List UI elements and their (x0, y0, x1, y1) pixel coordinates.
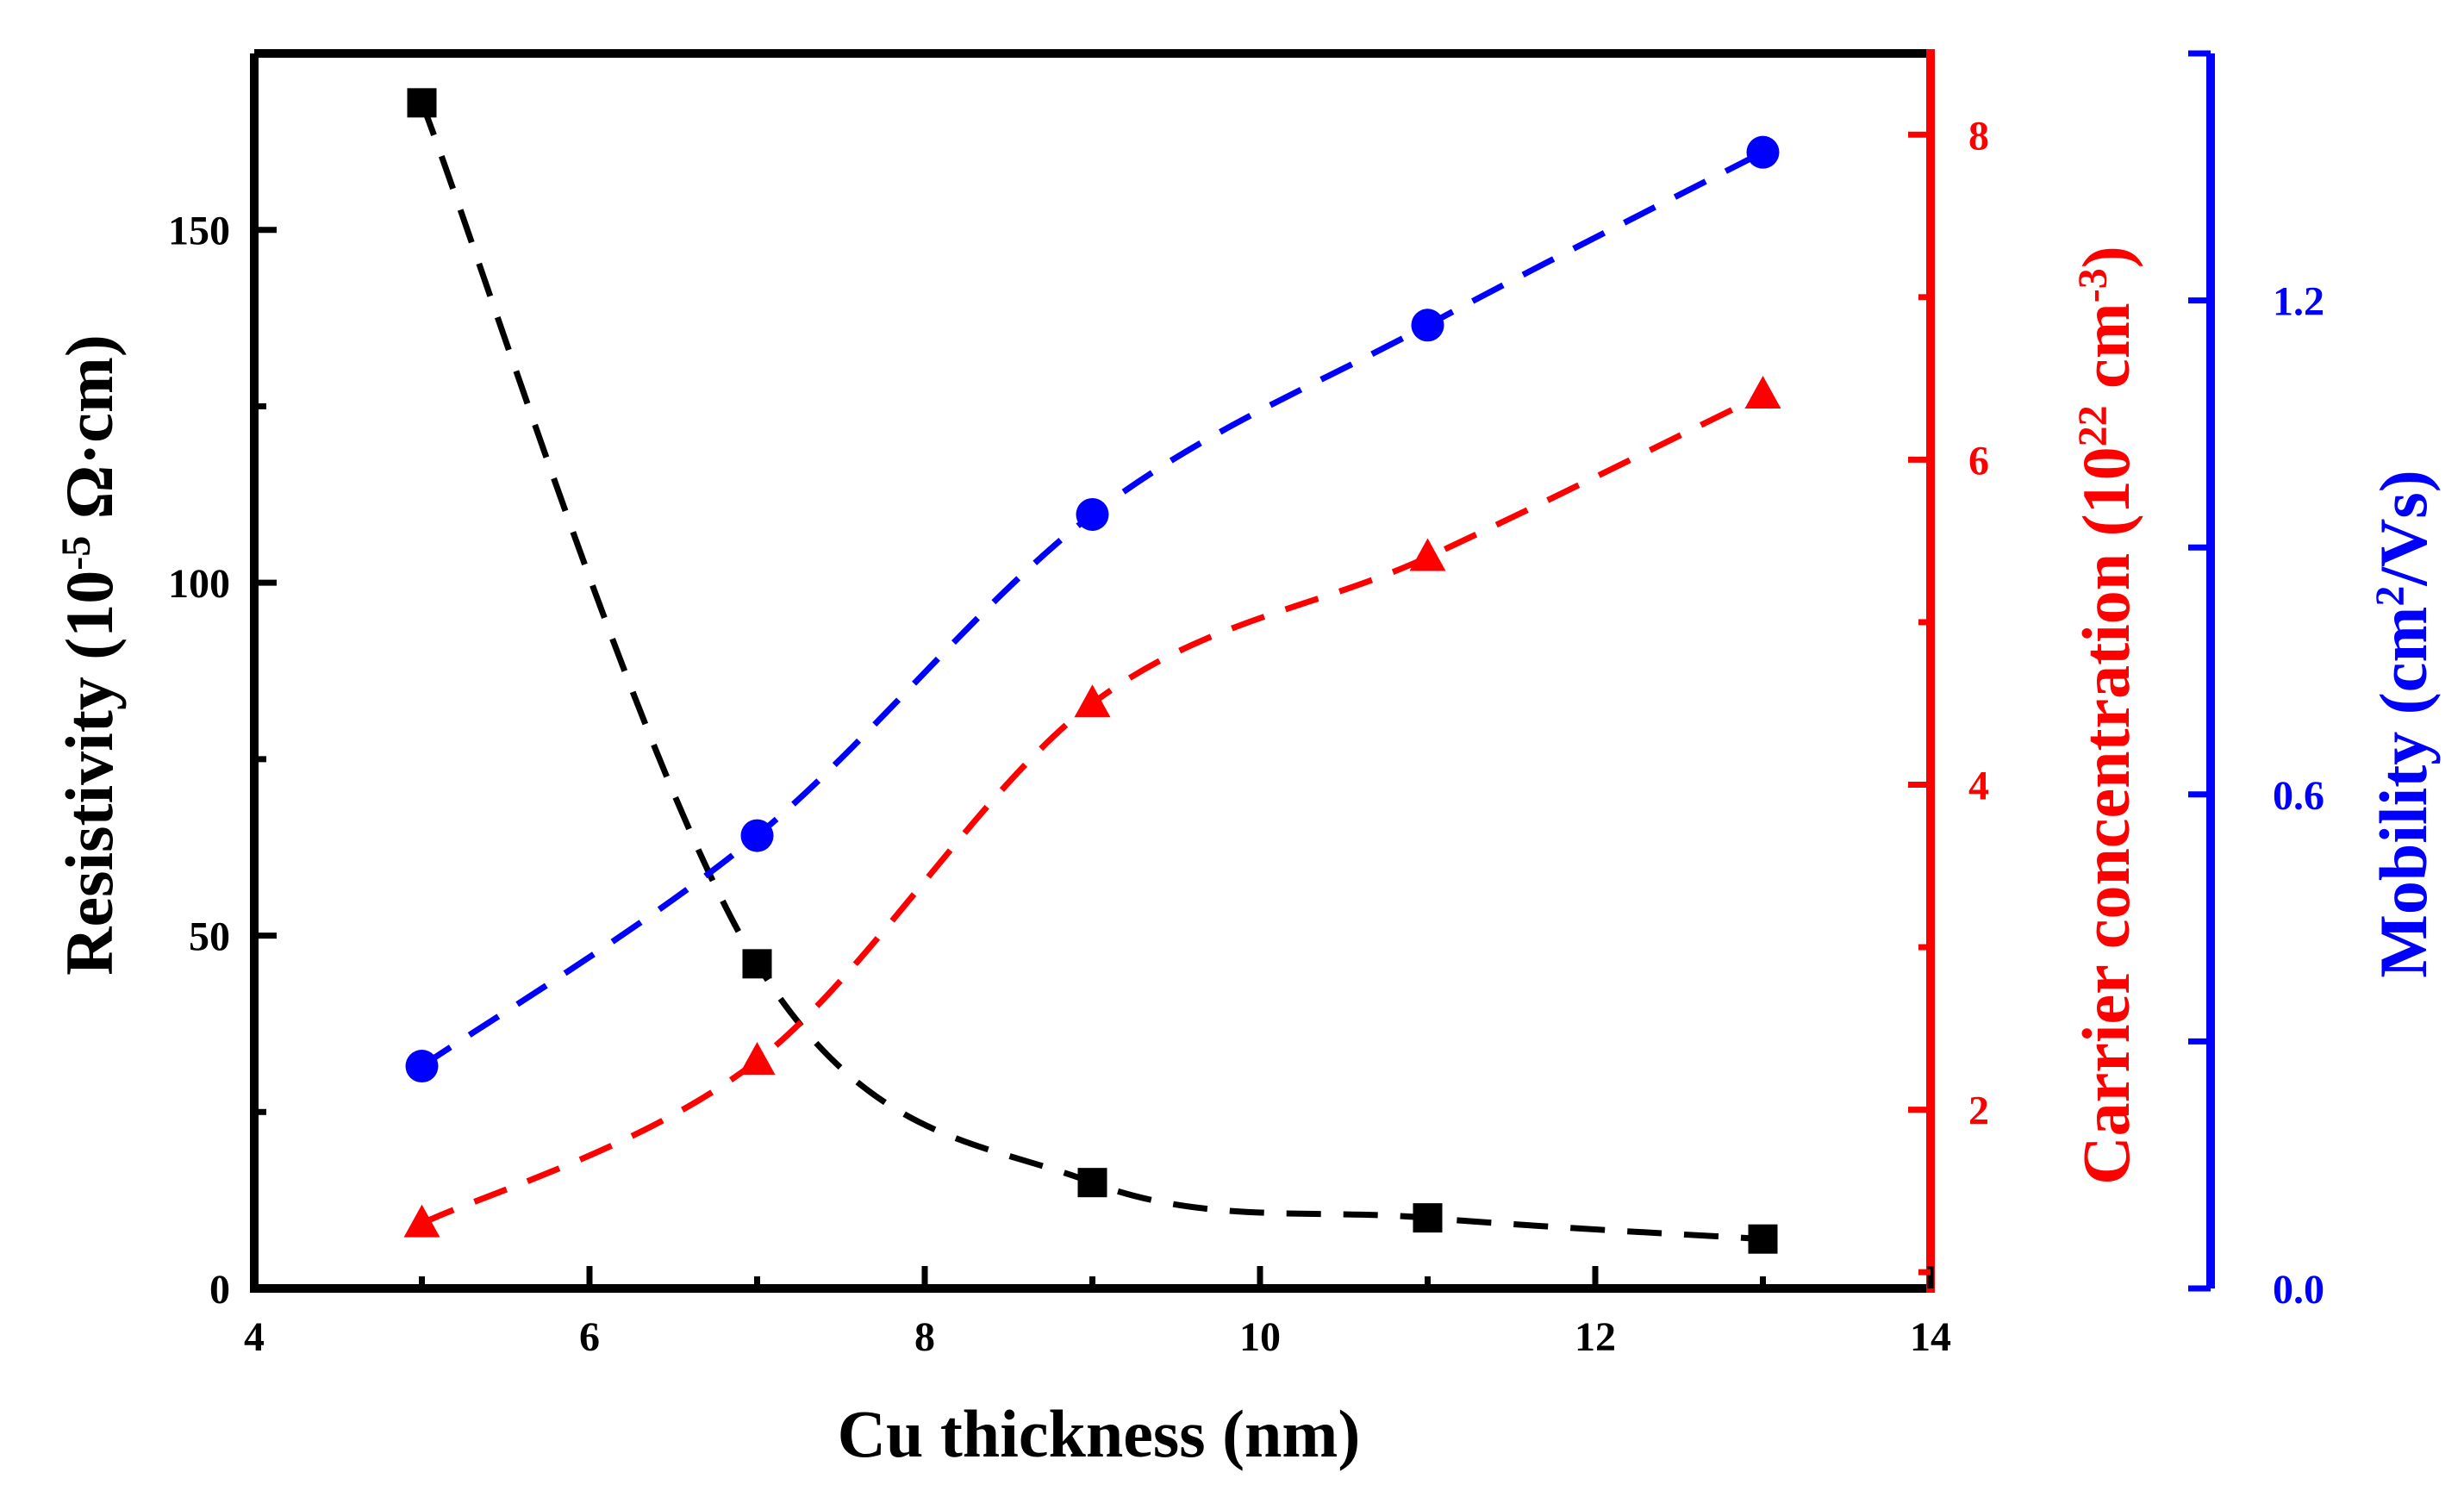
resistivity-line (419, 102, 1763, 1243)
carrier-concentration-point (403, 1204, 440, 1238)
left-tick-label: 0 (209, 1267, 230, 1313)
left-tick-label: 100 (168, 561, 230, 607)
carrier-concentration-point (1744, 375, 1781, 409)
resistivity-point (407, 88, 437, 118)
carrier-concentration-line (420, 391, 1765, 1226)
axes-layer: 4 6 8 10 12 14 0 50 100 150 2 4 6 8 0.0 0.6 1.2 (168, 49, 2324, 1360)
x-tick-label: 14 (1910, 1314, 1951, 1360)
left-axis-title-tail: Ω·cm) (52, 334, 127, 536)
carrier-tick-label: 6 (1968, 438, 1989, 483)
carrier-concentration-point (1409, 538, 1446, 571)
left-tick-label: 150 (168, 209, 230, 254)
resistivity-point (1413, 1203, 1443, 1233)
series-markers (403, 88, 1781, 1254)
x-tick-label: 12 (1575, 1314, 1616, 1360)
mobility-point (1746, 135, 1780, 169)
x-tick-label: 8 (914, 1314, 935, 1360)
mobility-point (740, 819, 774, 852)
carrier-axis-title-tail: ) (2068, 246, 2143, 268)
carrier-tick-label: 2 (1968, 1088, 1989, 1134)
resistivity-point (1748, 1224, 1778, 1254)
carrier-axis-title-mid: cm (2068, 303, 2143, 405)
mobility-tick-label: 0.0 (2273, 1267, 2324, 1313)
mobility-point (1411, 309, 1444, 342)
x-tick-label: 4 (244, 1314, 265, 1360)
mobility-axis-title-sup: 2 (2367, 586, 2413, 607)
carrier-concentration-point (1074, 684, 1111, 718)
x-axis-title: Cu thickness (nm) (838, 1396, 1361, 1471)
x-tick-label: 6 (579, 1314, 600, 1360)
mobility-tick-label: 0.6 (2273, 773, 2324, 819)
carrier-axis-title-sup2: -3 (2070, 268, 2116, 303)
resistivity-point (1077, 1168, 1107, 1198)
carrier-axis-title-main: Carrier concentration (10 (2068, 446, 2143, 1184)
mobility-line (420, 149, 1765, 1069)
left-axis-title-main: Resistivity (10 (52, 571, 127, 976)
mobility-point (1076, 497, 1109, 531)
x-tick-label: 10 (1239, 1314, 1281, 1360)
carrier-tick-label: 8 (1968, 113, 1989, 159)
resistivity-point (742, 949, 772, 979)
left-axis-title-sup: -5 (53, 536, 99, 571)
series-lines (419, 102, 1765, 1243)
mobility-axis-title: Mobility (cm2/Vs) (2366, 470, 2441, 977)
carrier-axis-title: Carrier concentration (1022 cm-3) (2068, 246, 2143, 1184)
carrier-tick-label: 4 (1968, 763, 1989, 808)
carrier-axis-title-sup1: 22 (2070, 405, 2116, 446)
mobility-point (405, 1050, 439, 1083)
mobility-axis-title-main: Mobility (cm (2366, 607, 2441, 978)
left-axis-title: Resistivity (10-5 Ω·cm) (52, 334, 127, 976)
mobility-tick-label: 1.2 (2273, 279, 2324, 325)
carrier-concentration-point (739, 1042, 776, 1076)
mobility-axis-title-tail: /Vs) (2366, 470, 2441, 586)
left-tick-label: 50 (189, 914, 230, 960)
